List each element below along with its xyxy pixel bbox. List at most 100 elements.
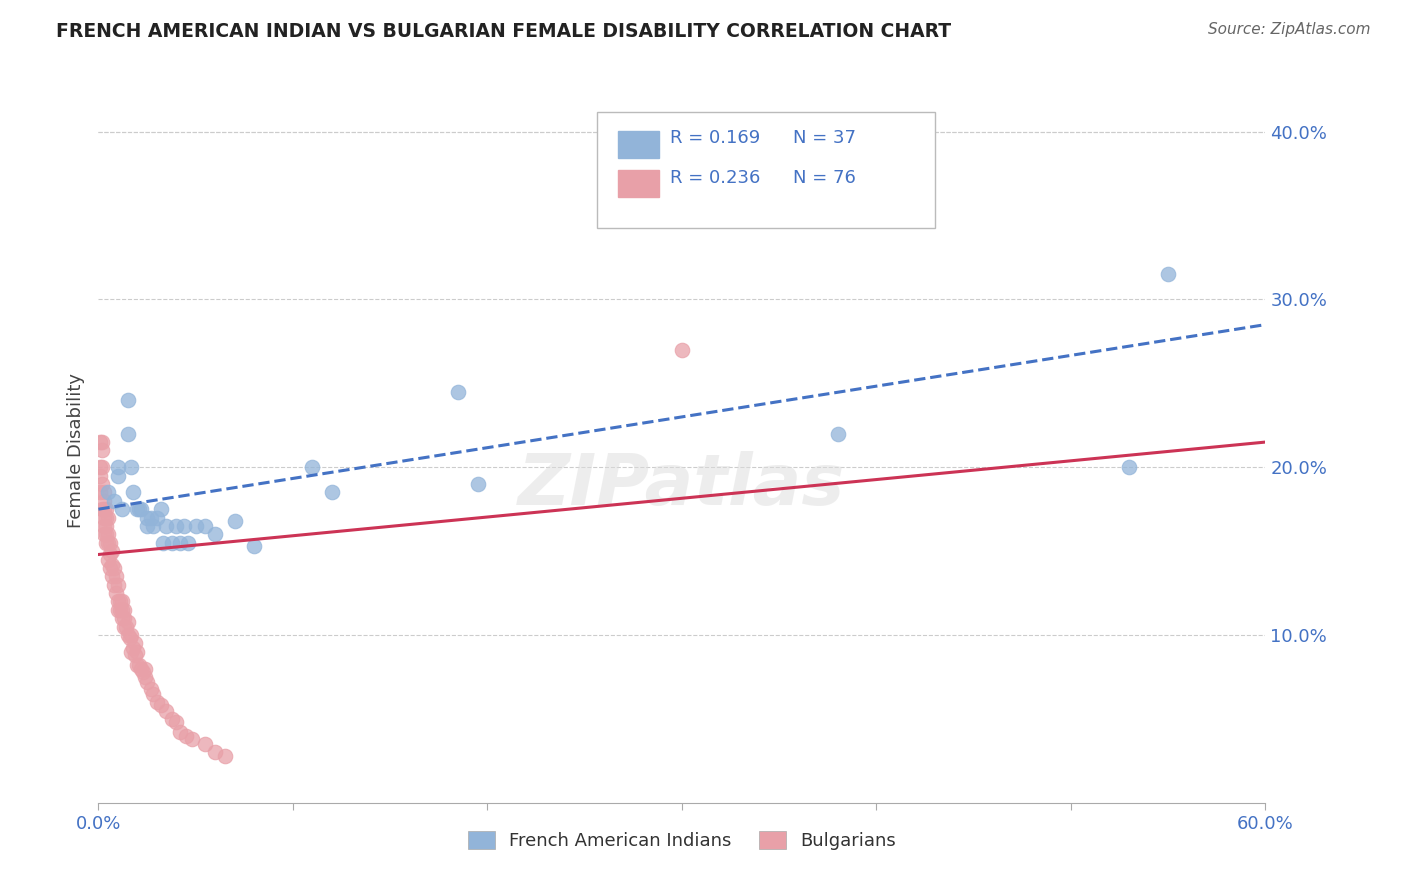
FancyBboxPatch shape	[596, 112, 935, 228]
Point	[117, 628, 139, 642]
Point	[122, 485, 145, 500]
Point	[142, 687, 165, 701]
Point	[89, 468, 111, 483]
Point	[146, 695, 169, 709]
Point	[162, 712, 184, 726]
Point	[96, 527, 118, 541]
Point	[97, 510, 120, 524]
Point	[98, 535, 121, 549]
Point	[111, 502, 134, 516]
Point	[122, 641, 145, 656]
Point	[194, 519, 217, 533]
Point	[97, 527, 120, 541]
Point	[134, 670, 156, 684]
Point	[1157, 268, 1180, 282]
Point	[111, 611, 134, 625]
Legend: French American Indians, Bulgarians: French American Indians, Bulgarians	[461, 823, 903, 857]
Point	[117, 615, 139, 629]
Point	[96, 535, 118, 549]
Point	[162, 535, 184, 549]
Point	[301, 460, 323, 475]
Point	[139, 510, 162, 524]
Point	[112, 611, 135, 625]
Point	[129, 662, 152, 676]
Point	[127, 645, 149, 659]
Point	[124, 648, 146, 662]
Point	[98, 548, 121, 562]
Point	[104, 586, 127, 600]
Point	[107, 468, 129, 483]
Point	[112, 620, 135, 634]
Point	[124, 636, 146, 650]
Point	[118, 632, 141, 646]
Point	[149, 502, 172, 516]
Point	[142, 519, 165, 533]
Point	[91, 443, 114, 458]
Point	[243, 539, 266, 553]
Point	[97, 485, 120, 500]
Point	[139, 681, 162, 696]
Text: R = 0.169: R = 0.169	[671, 129, 761, 147]
Point	[321, 485, 343, 500]
Point	[89, 485, 111, 500]
Point	[134, 662, 156, 676]
Point	[93, 502, 115, 516]
Point	[97, 552, 120, 566]
Point	[447, 384, 470, 399]
Point	[180, 732, 202, 747]
Point	[91, 435, 114, 450]
Point	[107, 594, 129, 608]
Point	[89, 435, 111, 450]
Point	[89, 460, 111, 475]
Point	[127, 502, 149, 516]
Point	[101, 569, 124, 583]
Point	[121, 628, 143, 642]
Point	[108, 594, 131, 608]
Point	[103, 493, 125, 508]
Point	[107, 577, 129, 591]
Point	[117, 426, 139, 441]
Point	[112, 603, 135, 617]
FancyBboxPatch shape	[617, 131, 658, 158]
Text: N = 76: N = 76	[793, 169, 856, 186]
Point	[169, 725, 191, 739]
Point	[96, 502, 118, 516]
Y-axis label: Female Disability: Female Disability	[66, 373, 84, 528]
Point	[101, 544, 124, 558]
Point	[214, 748, 236, 763]
Point	[136, 519, 159, 533]
Point	[104, 569, 127, 583]
Text: Source: ZipAtlas.com: Source: ZipAtlas.com	[1208, 22, 1371, 37]
Point	[93, 493, 115, 508]
Point	[93, 510, 115, 524]
Point	[136, 510, 159, 524]
Point	[98, 561, 121, 575]
Point	[111, 594, 134, 608]
Point	[149, 698, 172, 713]
Point	[91, 460, 114, 475]
Point	[184, 519, 207, 533]
Point	[152, 535, 174, 549]
Point	[93, 519, 115, 533]
Point	[177, 535, 200, 549]
Point	[93, 485, 115, 500]
Point	[117, 393, 139, 408]
Point	[169, 535, 191, 549]
Point	[121, 645, 143, 659]
Point	[224, 514, 246, 528]
Point	[101, 558, 124, 572]
Text: R = 0.236: R = 0.236	[671, 169, 761, 186]
Point	[121, 460, 143, 475]
Point	[146, 510, 169, 524]
Point	[91, 477, 114, 491]
Point	[128, 658, 150, 673]
Point	[97, 535, 120, 549]
Point	[827, 426, 849, 441]
Point	[671, 343, 693, 357]
Point	[93, 527, 115, 541]
Point	[127, 658, 149, 673]
Point	[165, 715, 187, 730]
Point	[107, 460, 129, 475]
Point	[114, 620, 136, 634]
FancyBboxPatch shape	[617, 170, 658, 197]
